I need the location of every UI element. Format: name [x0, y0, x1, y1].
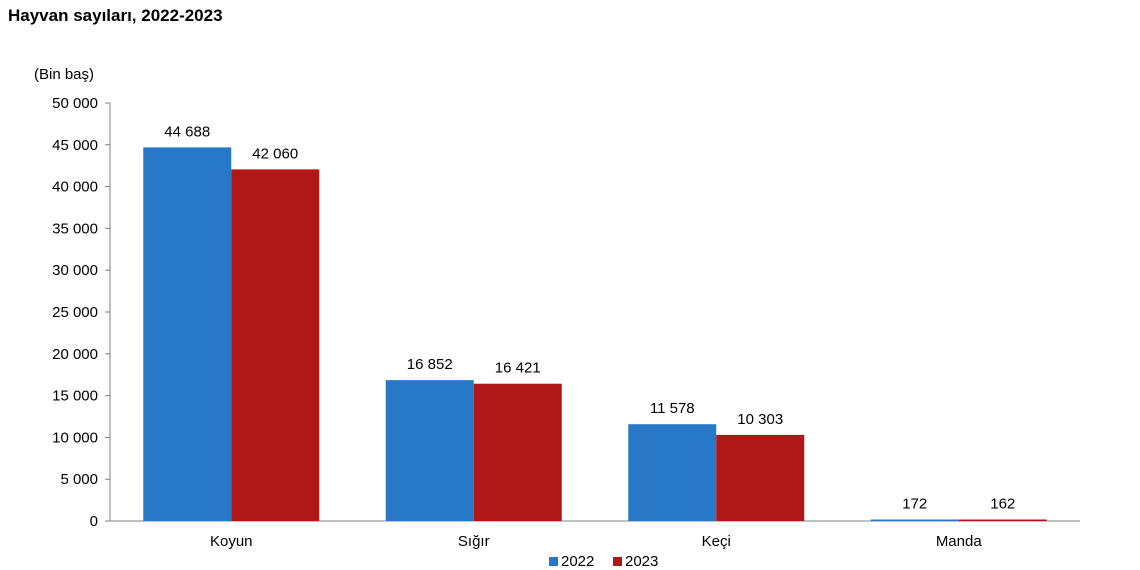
- bar-2022-manda: [870, 519, 959, 521]
- y-tick-label: 50 000: [52, 95, 98, 112]
- bar-2022-koyun: [143, 147, 232, 521]
- y-tick-label: 30 000: [52, 262, 98, 279]
- bar-2023-koyun: [231, 169, 320, 521]
- category-label: Manda: [936, 533, 983, 550]
- y-tick-label: 40 000: [52, 179, 98, 196]
- data-label: 42 060: [252, 145, 298, 162]
- bar-2022-sığır: [385, 380, 474, 521]
- y-tick-label: 0: [90, 513, 98, 530]
- y-tick-label: 10 000: [52, 429, 98, 446]
- bar-2022-keçi: [628, 424, 717, 521]
- y-tick-label: 5 000: [60, 471, 98, 488]
- legend-swatch: [549, 557, 558, 566]
- y-tick-label: 20 000: [52, 346, 98, 363]
- data-label: 11 578: [650, 400, 695, 417]
- legend-swatch: [613, 557, 622, 566]
- category-label: Keçi: [702, 533, 731, 550]
- category-label: Sığır: [458, 533, 490, 550]
- bar-2023-sığır: [473, 383, 562, 521]
- y-axis-ticks: 0 5 000 10 000 15 000 20 000 25 000 30 000 35 0…: [52, 95, 110, 530]
- y-tick-label: 15 000: [52, 388, 98, 405]
- bar-2023-keçi: [716, 434, 805, 521]
- data-label: 16 852: [407, 356, 453, 373]
- category-label: Koyun: [210, 533, 253, 550]
- category-labels: Koyun Sığır Keçi Manda: [210, 533, 982, 550]
- bar-groups: 44 688 42 060 16 852 16 421 11 578 10 303 172 1…: [143, 123, 1047, 521]
- y-tick-label: 35 000: [52, 220, 98, 237]
- chart-title: Hayvan sayıları, 2022-2023: [8, 6, 223, 25]
- y-tick-label: 45 000: [52, 137, 98, 154]
- data-label: 172: [902, 496, 927, 513]
- legend: 2022 2023: [549, 553, 658, 570]
- data-label: 162: [990, 496, 1015, 513]
- y-unit-label: (Bin baş): [34, 66, 94, 83]
- bar-2023-manda: [958, 519, 1047, 521]
- data-label: 16 421: [495, 360, 541, 377]
- legend-entry: 2022: [561, 553, 594, 570]
- data-label: 44 688: [164, 123, 210, 140]
- data-label: 10 303: [737, 411, 783, 428]
- y-tick-label: 25 000: [52, 304, 98, 321]
- legend-entry: 2023: [625, 553, 658, 570]
